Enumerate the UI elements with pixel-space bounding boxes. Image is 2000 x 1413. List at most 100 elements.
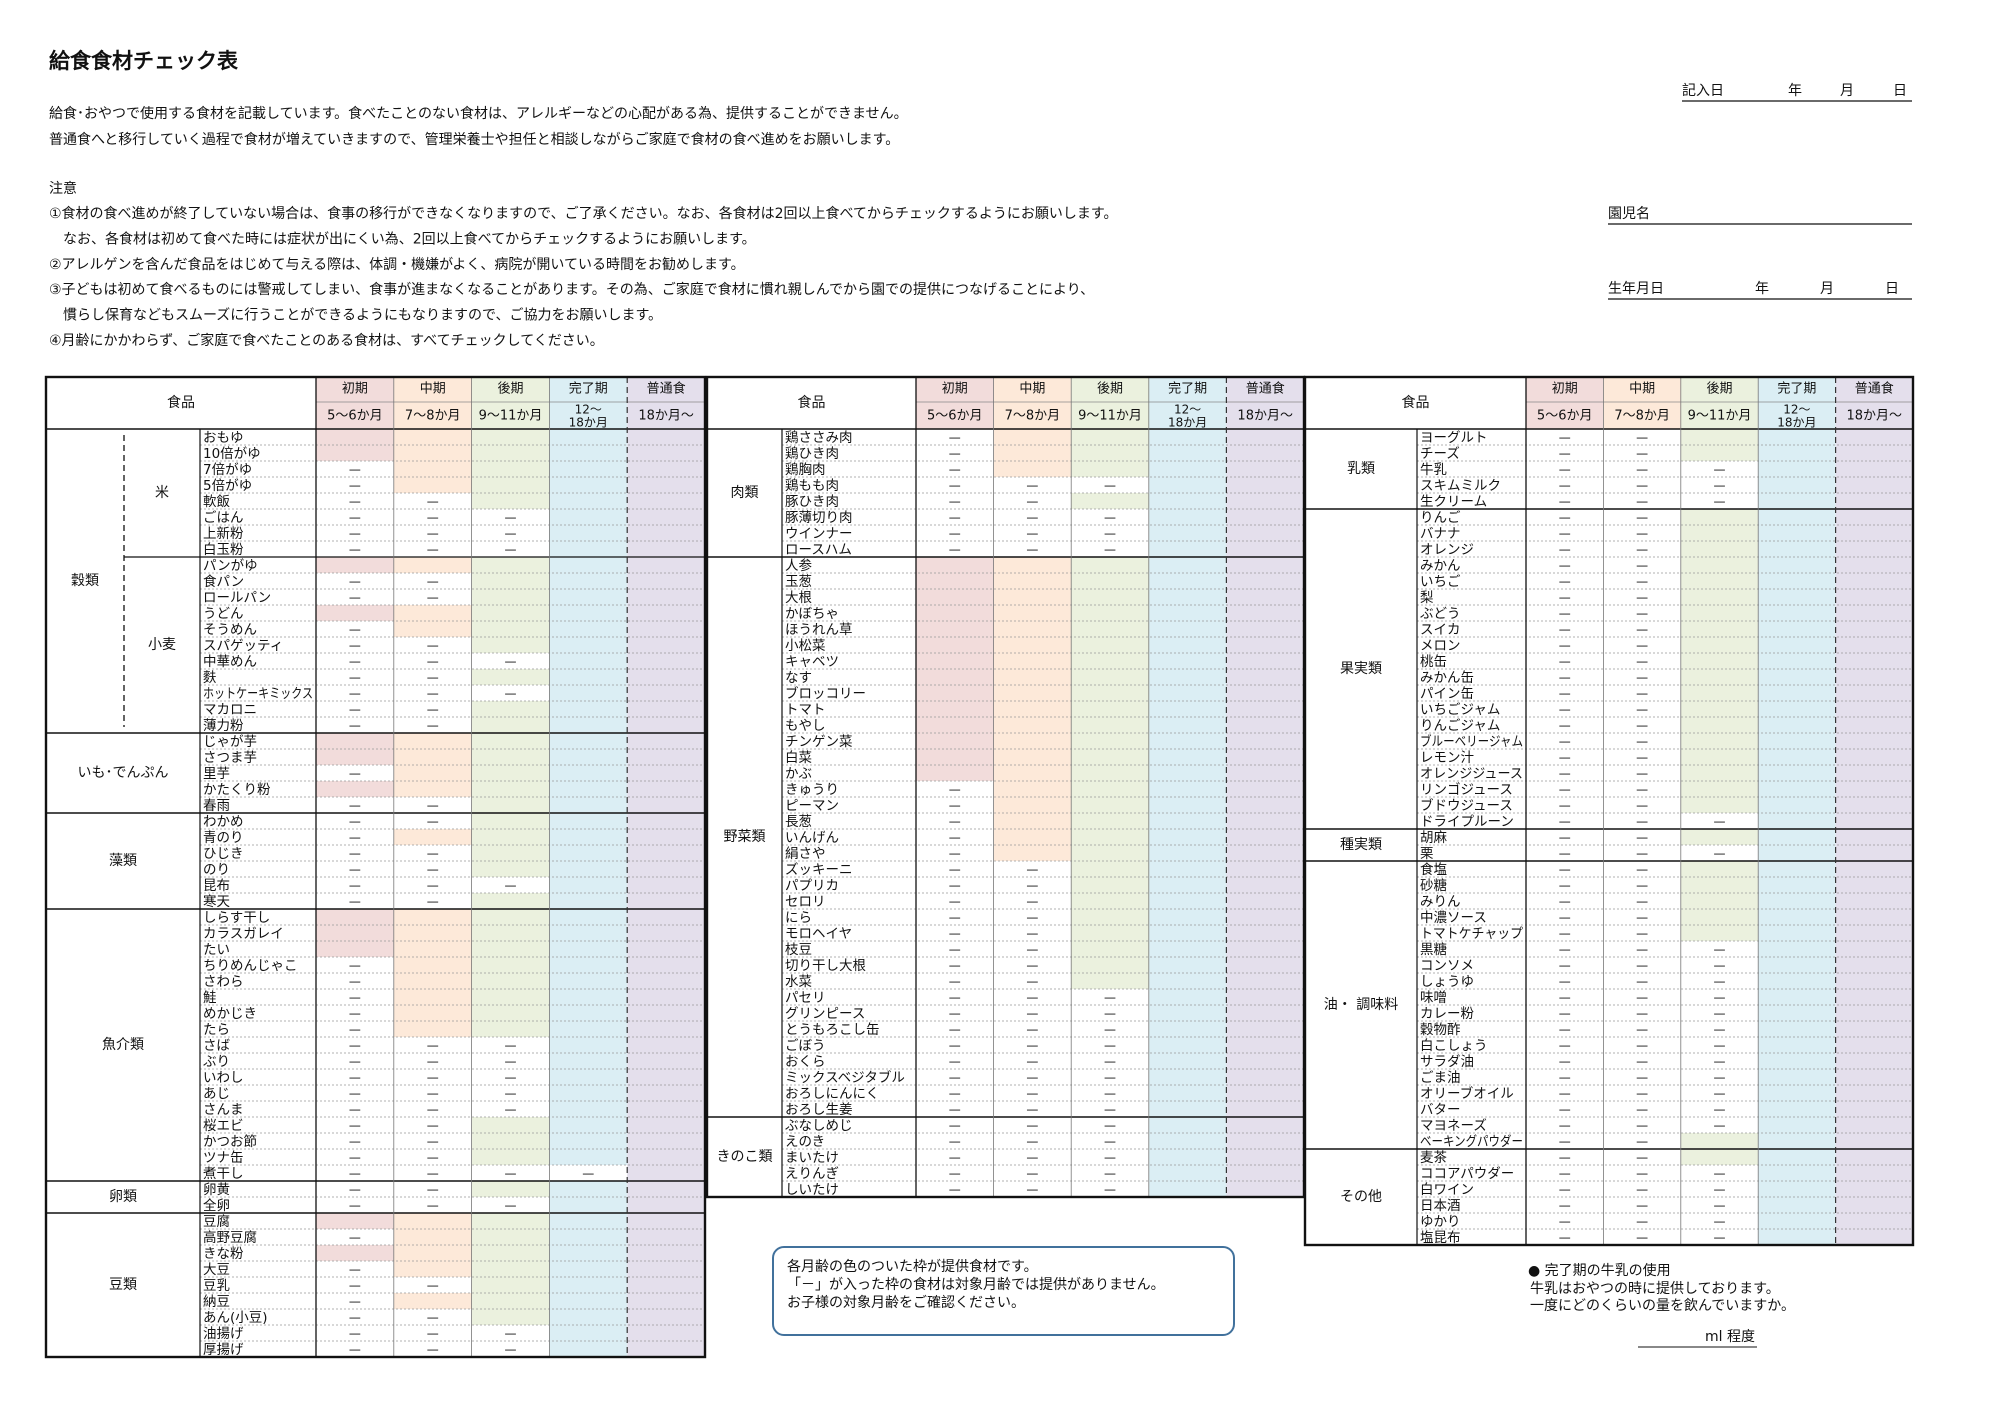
provided-cell xyxy=(393,461,472,477)
group-name: きのこ類 xyxy=(717,1149,773,1165)
group-name: 魚介類 xyxy=(102,1037,144,1053)
provided-cell xyxy=(993,589,1072,605)
provided-cell xyxy=(549,461,628,477)
not-provided-mark: — xyxy=(1636,495,1648,509)
not-provided-mark: — xyxy=(1026,1135,1038,1149)
provided-cell xyxy=(1835,717,1913,733)
food-name: ベーキングパウダー xyxy=(1420,1134,1523,1150)
provided-cell xyxy=(393,1021,472,1037)
provided-cell xyxy=(627,589,705,605)
food-name: きゅうり xyxy=(785,782,839,798)
food-name: 鶏胸肉 xyxy=(785,462,826,478)
not-provided-mark: — xyxy=(349,975,361,989)
not-provided-mark: — xyxy=(1559,639,1571,653)
provided-cell xyxy=(549,1309,628,1325)
provided-cell xyxy=(1835,845,1913,861)
provided-cell xyxy=(1835,781,1913,797)
header-stage: 初期 xyxy=(342,382,368,397)
not-provided-mark: — xyxy=(427,1151,439,1165)
not-provided-mark: — xyxy=(1104,1087,1116,1101)
provided-cell xyxy=(471,781,550,797)
provided-cell xyxy=(627,797,705,813)
not-provided-mark: — xyxy=(427,799,439,813)
not-provided-mark: — xyxy=(949,447,961,461)
not-provided-mark: — xyxy=(1559,1231,1571,1245)
provided-cell xyxy=(549,509,628,525)
provided-cell xyxy=(1835,989,1913,1005)
provided-cell xyxy=(1148,669,1227,685)
provided-cell xyxy=(393,829,472,845)
not-provided-mark: — xyxy=(349,1151,361,1165)
provided-cell xyxy=(1226,765,1304,781)
not-provided-mark: — xyxy=(1559,1023,1571,1037)
food-name: ピーマン xyxy=(785,798,839,814)
provided-cell xyxy=(627,1069,705,1085)
not-provided-mark: — xyxy=(1026,495,1038,509)
provided-cell xyxy=(1148,1037,1227,1053)
provided-cell xyxy=(1148,589,1227,605)
not-provided-mark: — xyxy=(1559,1119,1571,1133)
food-name: 白玉粉 xyxy=(203,542,244,558)
not-provided-mark: — xyxy=(349,719,361,733)
not-provided-mark: — xyxy=(949,1007,961,1021)
header-cell xyxy=(46,377,316,429)
not-provided-mark: — xyxy=(1559,799,1571,813)
provided-cell xyxy=(627,957,705,973)
not-provided-mark: — xyxy=(1636,1007,1648,1021)
provided-cell xyxy=(1680,669,1759,685)
food-name: さんま xyxy=(203,1102,244,1118)
not-provided-mark: — xyxy=(1636,1167,1648,1181)
not-provided-mark: — xyxy=(1714,1087,1726,1101)
provided-cell xyxy=(1758,461,1836,477)
provided-cell xyxy=(549,749,628,765)
not-provided-mark: — xyxy=(505,1039,517,1053)
not-provided-mark: — xyxy=(427,591,439,605)
provided-cell xyxy=(316,1245,394,1261)
provided-cell xyxy=(549,669,628,685)
food-name: しょうゆ xyxy=(1420,974,1474,990)
field-label: 記入日 xyxy=(1682,82,1724,99)
not-provided-mark: — xyxy=(505,655,517,669)
provided-cell xyxy=(1758,717,1836,733)
provided-cell xyxy=(627,1149,705,1165)
not-provided-mark: — xyxy=(1636,479,1648,493)
provided-cell xyxy=(1148,861,1227,877)
not-provided-mark: — xyxy=(349,511,361,525)
provided-cell xyxy=(471,477,550,493)
not-provided-mark: — xyxy=(349,671,361,685)
provided-cell xyxy=(1148,973,1227,989)
provided-cell xyxy=(1148,717,1227,733)
provided-cell xyxy=(627,1117,705,1133)
provided-cell xyxy=(1835,1117,1913,1133)
provided-cell xyxy=(1148,573,1227,589)
provided-cell xyxy=(993,445,1072,461)
food-name: コンソメ xyxy=(1420,958,1474,974)
provided-cell xyxy=(549,653,628,669)
not-provided-mark: — xyxy=(1714,495,1726,509)
provided-cell xyxy=(471,829,550,845)
food-name: スパゲッティ xyxy=(203,638,283,654)
provided-cell xyxy=(1758,525,1836,541)
provided-cell xyxy=(471,733,550,749)
not-provided-mark: — xyxy=(1636,591,1648,605)
not-provided-mark: — xyxy=(1559,607,1571,621)
provided-cell xyxy=(627,717,705,733)
not-provided-mark: — xyxy=(1559,1055,1571,1069)
provided-cell xyxy=(1758,1101,1836,1117)
provided-cell xyxy=(993,813,1072,829)
not-provided-mark: — xyxy=(349,1135,361,1149)
food-name: 大豆 xyxy=(203,1262,230,1278)
provided-cell xyxy=(1226,925,1304,941)
caution-line: ②アレルゲンを含んだ食品をはじめて与える際は、体調・機嫌がよく、病院が開いている… xyxy=(49,256,745,273)
provided-cell xyxy=(393,765,472,781)
provided-cell xyxy=(627,733,705,749)
not-provided-mark: — xyxy=(349,479,361,493)
provided-cell xyxy=(993,605,1072,621)
provided-cell xyxy=(1835,621,1913,637)
not-provided-mark: — xyxy=(1714,959,1726,973)
not-provided-mark: — xyxy=(1559,895,1571,909)
provided-cell xyxy=(1835,573,1913,589)
provided-cell xyxy=(471,701,550,717)
provided-cell xyxy=(627,941,705,957)
provided-cell xyxy=(1148,781,1227,797)
